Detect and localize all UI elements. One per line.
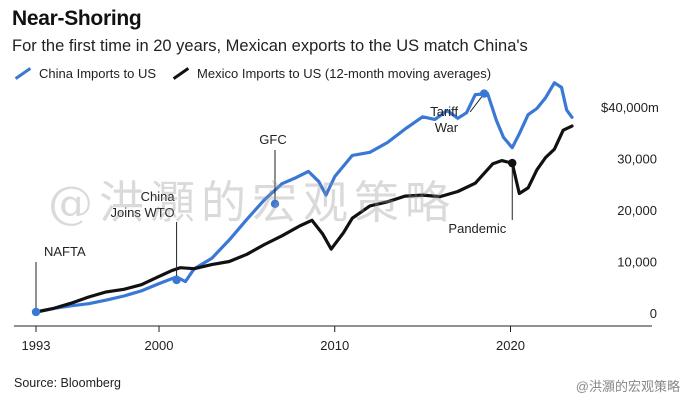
annotation-dot-tariff <box>479 89 489 98</box>
chart-title: Near-Shoring <box>12 7 142 30</box>
y-tick-label: 30,000 <box>617 152 657 167</box>
annotation-label-wto-line2: Joins WTO <box>111 205 175 220</box>
weibo-credit: @洪灝的宏观策略 <box>575 379 680 394</box>
legend-label-mexico: Mexico Imports to US (12-month moving av… <box>197 66 492 81</box>
series-line-china <box>34 81 574 314</box>
annotation-label-wto-line1: China <box>141 189 176 204</box>
legend-item-mexico: Mexico Imports to US (12-month moving av… <box>172 66 491 81</box>
annotation-label-tariff-line1: Tariff <box>430 104 458 119</box>
annotation-dot-wto <box>172 275 181 285</box>
x-tick-label: 2000 <box>145 338 174 353</box>
x-tick-label: 2020 <box>496 338 525 353</box>
annotation-label-pandemic: Pandemic <box>448 221 506 236</box>
legend-label-china: China Imports to US <box>39 66 157 81</box>
x-tick-label: 1993 <box>22 338 51 353</box>
annotation-label-tariff-line2: War <box>435 120 459 135</box>
y-tick-label: 20,000 <box>617 203 657 218</box>
x-tick-label: 2010 <box>320 338 349 353</box>
source-note: Source: Bloomberg <box>14 376 122 390</box>
annotation-dot-pandemic <box>508 158 517 168</box>
annotation-label-nafta: NAFTA <box>44 244 86 259</box>
y-tick-label: 10,000 <box>617 255 657 270</box>
chart-legend: China Imports to US Mexico Imports to US… <box>14 66 507 81</box>
watermark-text: @洪灝的宏观策略 <box>48 176 457 229</box>
annotation-label-gfc: GFC <box>259 132 286 147</box>
y-tick-label: $40,000m <box>601 100 659 115</box>
legend-item-china: China Imports to US <box>14 66 156 81</box>
y-tick-label: 0 <box>650 306 657 321</box>
chart-subtitle: For the first time in 20 years, Mexican … <box>12 37 528 55</box>
series-line-mexico <box>34 124 574 314</box>
annotation-dot-nafta <box>31 307 41 317</box>
annotation-dot-gfc <box>270 199 280 209</box>
